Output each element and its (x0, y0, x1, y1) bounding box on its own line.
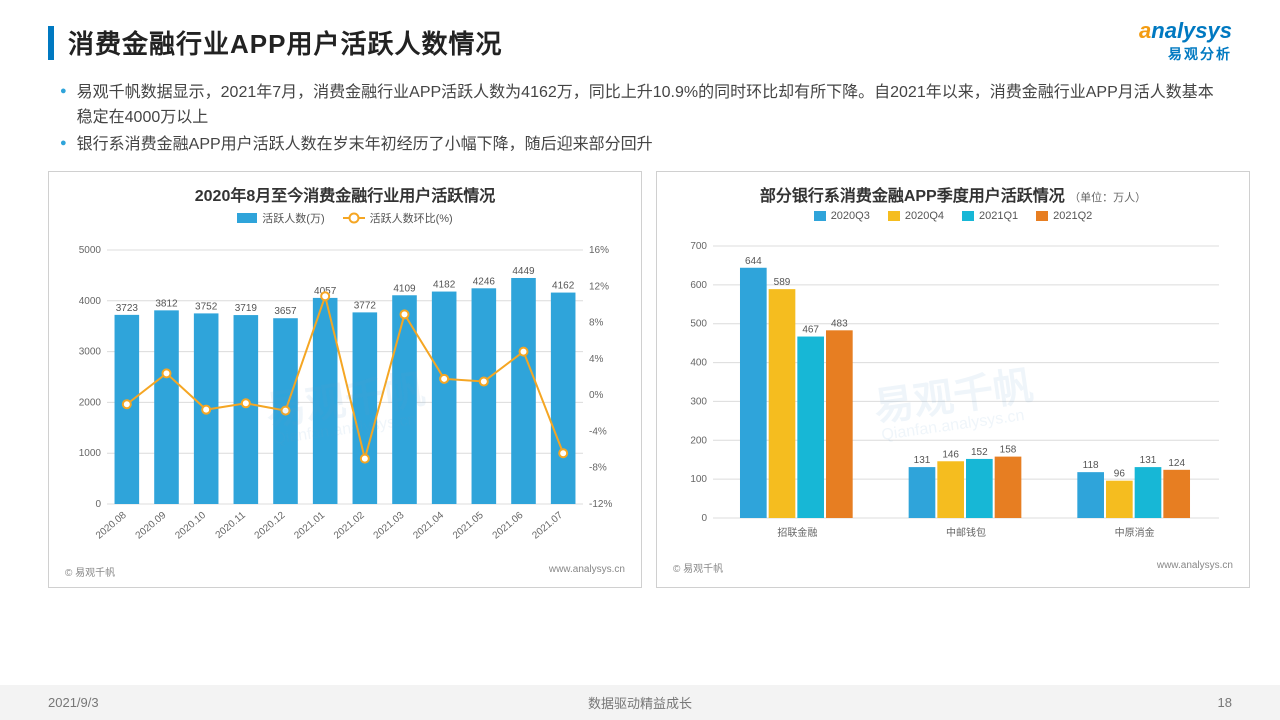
svg-text:-4%: -4% (589, 427, 607, 438)
brand-logo: analysys 易观分析 (1139, 18, 1232, 64)
svg-text:中原消金: 中原消金 (1115, 526, 1155, 539)
bullet-list: 易观千帆数据显示，2021年7月，消费金融行业APP活跃人数为4162万，同比上… (0, 69, 1280, 165)
chart-copyright: © 易观千帆 (65, 564, 115, 579)
svg-text:2021.03: 2021.03 (372, 510, 407, 542)
bullet-item: 银行系消费金融APP用户活跃人数在岁末年初经历了小幅下降，随后迎来部分回升 (60, 133, 1220, 158)
svg-text:3719: 3719 (235, 303, 258, 314)
svg-text:3723: 3723 (116, 303, 139, 314)
svg-text:4000: 4000 (79, 296, 102, 307)
svg-text:-12%: -12% (589, 499, 612, 510)
svg-text:4109: 4109 (393, 284, 416, 295)
svg-text:4%: 4% (589, 354, 604, 365)
svg-text:中邮钱包: 中邮钱包 (946, 526, 986, 539)
svg-text:2020.11: 2020.11 (214, 510, 249, 541)
chart-url: www.analysys.cn (1157, 560, 1233, 575)
title-accent (48, 26, 54, 60)
footer-page: 18 (1218, 695, 1232, 710)
svg-text:131: 131 (914, 455, 931, 466)
svg-text:2000: 2000 (79, 398, 102, 409)
svg-text:2021.05: 2021.05 (451, 510, 486, 542)
footer-date: 2021/9/3 (48, 695, 99, 710)
chart-right-legend: 2020Q3 2020Q4 2021Q1 2021Q2 (673, 210, 1233, 222)
chart-url: www.analysys.cn (549, 564, 625, 579)
svg-text:600: 600 (690, 280, 707, 291)
svg-text:2020.12: 2020.12 (253, 510, 288, 542)
svg-text:700: 700 (690, 241, 707, 252)
svg-text:300: 300 (690, 397, 707, 408)
svg-text:589: 589 (774, 278, 791, 289)
svg-text:0: 0 (95, 499, 101, 510)
legend-line: 活跃人数环比(%) (343, 210, 453, 226)
svg-text:4246: 4246 (473, 277, 496, 288)
svg-text:3772: 3772 (354, 301, 377, 312)
svg-text:467: 467 (802, 325, 819, 336)
svg-text:3752: 3752 (195, 302, 218, 313)
svg-text:500: 500 (690, 319, 707, 330)
svg-text:158: 158 (1000, 445, 1017, 456)
legend-item: 2021Q2 (1036, 210, 1092, 222)
chart-card-right: 部分银行系消费金融APP季度用户活跃情况 （单位：万人） 2020Q32020Q… (656, 171, 1250, 588)
svg-text:2021.04: 2021.04 (411, 510, 446, 542)
svg-text:0: 0 (701, 513, 707, 524)
bullet-item: 易观千帆数据显示，2021年7月，消费金融行业APP活跃人数为4162万，同比上… (60, 81, 1220, 131)
svg-text:131: 131 (1140, 455, 1157, 466)
page-title: 消费金融行业APP用户活跃人数情况 (68, 24, 502, 61)
svg-text:644: 644 (745, 256, 762, 267)
svg-text:118: 118 (1083, 461, 1099, 472)
svg-text:4449: 4449 (512, 266, 535, 277)
slide-footer: 2021/9/3 数据驱动精益成长 18 (0, 685, 1280, 720)
svg-text:1000: 1000 (79, 449, 102, 460)
svg-text:200: 200 (690, 436, 707, 447)
svg-text:146: 146 (942, 450, 959, 461)
svg-text:124: 124 (1168, 458, 1185, 469)
grouped-bar-chart: 0 100 200 300 400 500 600 700 644 589 467 483 招联金融 13… (673, 228, 1233, 558)
svg-text:483: 483 (831, 319, 848, 330)
svg-text:0%: 0% (589, 391, 604, 402)
chart-card-left: 2020年8月至今消费金融行业用户活跃情况 活跃人数(万) 活跃人数环比(%) … (48, 171, 642, 588)
slide-header: 消费金融行业APP用户活跃人数情况 analysys 易观分析 (0, 0, 1280, 69)
svg-text:2020.10: 2020.10 (173, 510, 208, 542)
svg-text:-8%: -8% (589, 463, 607, 474)
svg-text:400: 400 (690, 358, 707, 369)
legend-item: 2020Q3 (814, 210, 870, 222)
logo-orange: a (1139, 18, 1151, 43)
legend-bar: 活跃人数(万) (237, 210, 324, 226)
svg-text:2021.01: 2021.01 (292, 510, 327, 542)
svg-text:招联金融: 招联金融 (777, 526, 817, 539)
svg-text:2020.09: 2020.09 (134, 510, 169, 542)
svg-text:16%: 16% (589, 245, 609, 256)
svg-text:152: 152 (971, 447, 988, 458)
svg-text:3000: 3000 (79, 347, 102, 358)
svg-text:8%: 8% (589, 318, 604, 329)
chart-right-title: 部分银行系消费金融APP季度用户活跃情况 （单位：万人） (673, 182, 1233, 206)
svg-text:3657: 3657 (274, 307, 297, 318)
combo-chart: 0 1000 2000 3000 4000 5000 -12% -8% -4% 0% 4% 8% 12%… (65, 232, 625, 562)
footer-tagline: 数据驱动精益成长 (588, 693, 692, 712)
svg-text:2021.02: 2021.02 (332, 510, 367, 542)
svg-text:4162: 4162 (552, 281, 575, 292)
svg-text:2021.07: 2021.07 (530, 510, 565, 542)
svg-text:12%: 12% (589, 282, 609, 293)
svg-text:4182: 4182 (433, 280, 456, 291)
svg-text:2021.06: 2021.06 (491, 510, 526, 542)
svg-text:3812: 3812 (155, 299, 178, 310)
svg-text:100: 100 (690, 475, 707, 486)
svg-text:5000: 5000 (79, 245, 102, 256)
svg-text:96: 96 (1114, 469, 1126, 480)
legend-item: 2020Q4 (888, 210, 944, 222)
svg-text:2020.08: 2020.08 (94, 510, 129, 542)
chart-copyright: © 易观千帆 (673, 560, 723, 575)
logo-sub: 易观分析 (1139, 44, 1232, 64)
chart-left-title: 2020年8月至今消费金融行业用户活跃情况 (65, 182, 625, 206)
legend-item: 2021Q1 (962, 210, 1018, 222)
chart-left-legend: 活跃人数(万) 活跃人数环比(%) (65, 210, 625, 226)
logo-blue: nalysys (1151, 18, 1232, 43)
